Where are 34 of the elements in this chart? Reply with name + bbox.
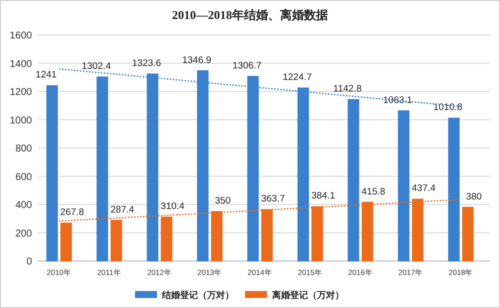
y-tick-label: 200: [15, 228, 32, 240]
data-label: 1323.6: [132, 58, 162, 70]
bar: [46, 85, 58, 262]
data-label: 384.1: [311, 190, 336, 202]
data-label: 1241: [36, 70, 57, 81]
data-label: 310.4: [160, 201, 184, 212]
bar: [448, 118, 460, 262]
data-label: 1346.9: [182, 54, 212, 66]
data-label: 267.8: [60, 207, 84, 218]
y-tick-label: 400: [15, 200, 32, 211]
legend-label: 结婚登记（万对）: [161, 290, 234, 300]
y-tick-label: 800: [15, 144, 32, 154]
data-label: 1302.4: [82, 61, 111, 72]
y-tick-label: 1400: [10, 58, 32, 70]
data-label: 1142.8: [333, 84, 362, 95]
bar: [398, 110, 410, 262]
y-tick-label: 1600: [10, 30, 32, 42]
bar: [96, 76, 108, 262]
data-label: 415.8: [362, 186, 386, 198]
y-tick-label: 1200: [10, 87, 32, 98]
data-label: 380: [466, 191, 482, 202]
data-label: 1306.7: [232, 60, 262, 72]
y-tick-label: 1000: [10, 115, 32, 126]
data-label: 1224.7: [282, 72, 312, 84]
legend-label: 离婚登记（万对）: [271, 290, 344, 300]
bar: [462, 206, 474, 262]
y-tick-label: 600: [15, 172, 32, 183]
data-label: 437.4: [412, 183, 436, 194]
data-label: 363.7: [261, 194, 285, 205]
data-label: 287.4: [110, 204, 134, 216]
y-tick-label: 0: [26, 256, 32, 268]
data-label: 350: [214, 196, 231, 207]
chart-title: 2010—2018年结婚、离婚数据: [172, 8, 328, 22]
data-label: 1010.8: [433, 102, 462, 114]
